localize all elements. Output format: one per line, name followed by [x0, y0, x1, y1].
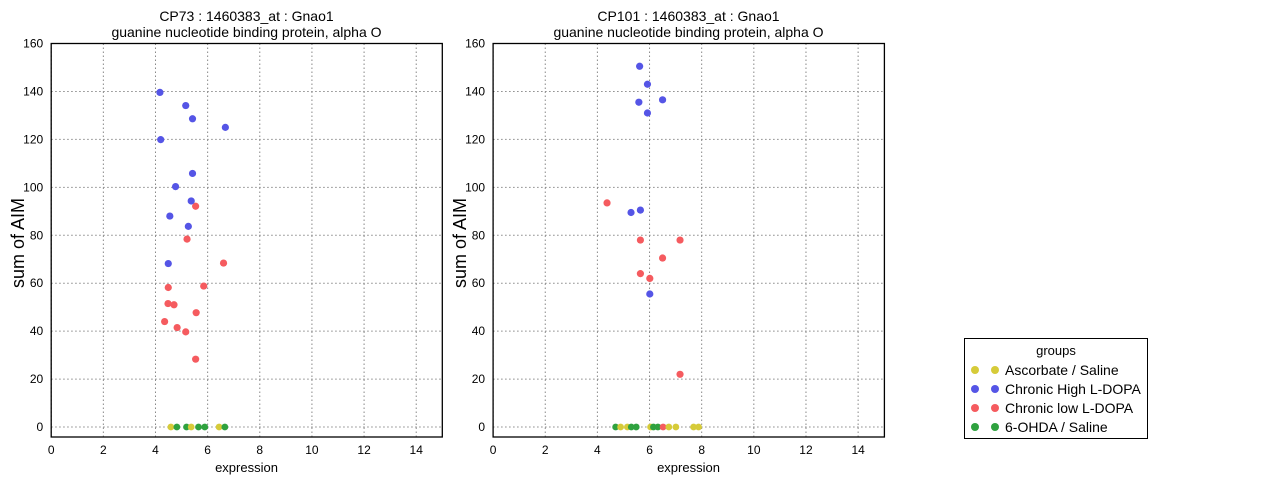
svg-text:4: 4 [594, 443, 601, 457]
svg-text:40: 40 [472, 324, 486, 338]
svg-text:12: 12 [799, 443, 813, 457]
svg-text:8: 8 [698, 443, 705, 457]
svg-text:4: 4 [152, 443, 159, 457]
svg-text:10: 10 [305, 443, 319, 457]
svg-text:40: 40 [30, 324, 44, 338]
svg-text:0: 0 [478, 420, 485, 434]
svg-text:12: 12 [357, 443, 371, 457]
svg-text:60: 60 [30, 276, 44, 290]
svg-text:100: 100 [465, 180, 485, 194]
svg-text:80: 80 [30, 228, 44, 242]
svg-text:14: 14 [410, 443, 424, 457]
svg-text:160: 160 [23, 37, 43, 51]
svg-text:20: 20 [472, 372, 486, 386]
svg-text:2: 2 [100, 443, 107, 457]
svg-text:120: 120 [465, 132, 485, 146]
svg-text:6: 6 [204, 443, 211, 457]
svg-text:100: 100 [23, 180, 43, 194]
svg-text:160: 160 [465, 37, 485, 51]
svg-text:0: 0 [48, 443, 55, 457]
svg-text:2: 2 [542, 443, 549, 457]
svg-text:0: 0 [490, 443, 497, 457]
svg-text:20: 20 [30, 372, 44, 386]
svg-text:0: 0 [37, 420, 44, 434]
svg-text:8: 8 [256, 443, 263, 457]
svg-text:140: 140 [23, 84, 43, 98]
svg-text:14: 14 [851, 443, 865, 457]
svg-text:80: 80 [472, 228, 486, 242]
svg-text:6: 6 [646, 443, 653, 457]
svg-text:10: 10 [747, 443, 761, 457]
svg-text:120: 120 [23, 132, 43, 146]
svg-text:140: 140 [465, 84, 485, 98]
svg-text:60: 60 [472, 276, 486, 290]
